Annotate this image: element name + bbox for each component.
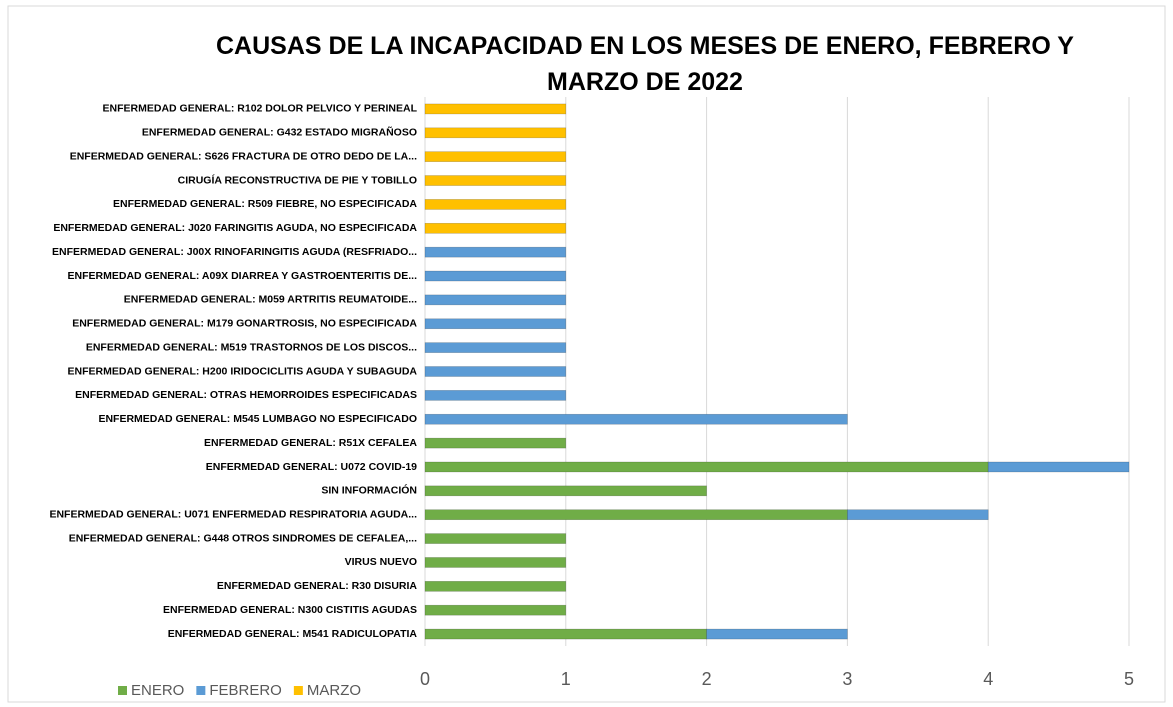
y-tick-label: ENFERMEDAD GENERAL: M541 RADICULOPATIA bbox=[168, 628, 418, 640]
bar-segment bbox=[424, 390, 567, 401]
bar-segment bbox=[424, 533, 567, 544]
y-tick-label: ENFERMEDAD GENERAL: U071 ENFERMEDAD RESP… bbox=[49, 508, 417, 520]
x-tick-label: 3 bbox=[842, 669, 852, 689]
chart-title: CAUSAS DE LA INCAPACIDAD EN LOS MESES DE… bbox=[216, 32, 1074, 96]
bar-segment bbox=[987, 461, 1130, 473]
y-tick-label: ENFERMEDAD GENERAL: OTRAS HEMORROIDES ES… bbox=[75, 389, 417, 401]
y-tick-label: ENFERMEDAD GENERAL: M519 TRASTORNOS DE L… bbox=[86, 341, 417, 353]
y-tick-label: ENFERMEDAD GENERAL: R509 FIEBRE, NO ESPE… bbox=[113, 198, 417, 210]
legend-label: ENERO bbox=[131, 682, 184, 699]
legend-label: FEBRERO bbox=[209, 682, 282, 699]
bar-segment bbox=[424, 270, 567, 282]
bar-segment bbox=[424, 461, 989, 473]
bar-segment bbox=[706, 628, 848, 640]
bar-segment bbox=[424, 151, 567, 162]
x-tick-label: 0 bbox=[420, 669, 430, 689]
y-tick-label: ENFERMEDAD GENERAL: M059 ARTRITIS REUMAT… bbox=[124, 294, 417, 306]
x-tick-label: 5 bbox=[1124, 669, 1134, 689]
bar-segment bbox=[424, 581, 567, 592]
y-tick-label: CIRUGÍA RECONSTRUCTIVA DE PIE Y TOBILLO bbox=[178, 173, 417, 186]
chart-border bbox=[7, 5, 1166, 703]
bar-segment bbox=[424, 366, 567, 377]
y-tick-label: ENFERMEDAD GENERAL: S626 FRACTURA DE OTR… bbox=[70, 150, 417, 162]
y-tick-label: ENFERMEDAD GENERAL: H200 IRIDOCICLITIS A… bbox=[68, 365, 418, 377]
x-tick-label: 1 bbox=[561, 669, 571, 689]
bar-segment bbox=[424, 175, 567, 186]
legend-swatch bbox=[293, 686, 303, 695]
y-tick-label: ENFERMEDAD GENERAL: G432 ESTADO MIGRAÑOS… bbox=[142, 126, 417, 139]
y-tick-label: ENFERMEDAD GENERAL: G448 OTROS SINDROMES… bbox=[69, 532, 417, 544]
bar-segment bbox=[847, 509, 989, 521]
y-tick-label: ENFERMEDAD GENERAL: R30 DISURIA bbox=[217, 580, 418, 592]
legend-label: MARZO bbox=[307, 682, 361, 699]
bar-segment bbox=[424, 628, 707, 640]
bar-segment bbox=[424, 557, 567, 568]
y-tick-label: ENFERMEDAD GENERAL: R51X CEFALEA bbox=[204, 437, 417, 449]
bar-segment bbox=[424, 437, 567, 449]
bar-segment bbox=[424, 103, 567, 115]
bar-segment bbox=[424, 413, 848, 425]
bar-segment bbox=[424, 509, 848, 521]
bar-segment bbox=[424, 318, 567, 330]
y-tick-label: ENFERMEDAD GENERAL: M179 GONARTROSIS, NO… bbox=[72, 318, 417, 330]
y-tick-label: ENFERMEDAD GENERAL: U072 COVID-19 bbox=[206, 461, 417, 473]
y-tick-label: VIRUS NUEVO bbox=[345, 556, 417, 568]
bar-segment bbox=[424, 485, 707, 497]
x-tick-label: 2 bbox=[702, 669, 712, 689]
y-tick-label: ENFERMEDAD GENERAL: J00X RINOFARINGITIS … bbox=[52, 246, 417, 258]
bar-segment bbox=[424, 604, 567, 616]
bar-segment bbox=[424, 127, 567, 139]
y-tick-label: ENFERMEDAD GENERAL: M545 LUMBAGO NO ESPE… bbox=[98, 413, 417, 425]
bar-segment bbox=[424, 342, 567, 353]
legend-swatch bbox=[118, 686, 127, 695]
legend-swatch bbox=[196, 686, 206, 695]
bar-segment bbox=[424, 222, 567, 234]
bar-segment bbox=[424, 199, 567, 210]
y-tick-label: ENFERMEDAD GENERAL: N300 CISTITIS AGUDAS bbox=[163, 604, 417, 616]
y-tick-label: SIN INFORMACIÓN bbox=[321, 484, 417, 497]
y-tick-label: ENFERMEDAD GENERAL: A09X DIARREA Y GASTR… bbox=[68, 270, 418, 282]
bar-segment bbox=[424, 294, 567, 306]
y-tick-label: ENFERMEDAD GENERAL: R102 DOLOR PELVICO Y… bbox=[103, 103, 418, 115]
x-tick-label: 4 bbox=[983, 669, 993, 689]
y-tick-label: ENFERMEDAD GENERAL: J020 FARINGITIS AGUD… bbox=[53, 222, 417, 234]
bar-segment bbox=[424, 246, 567, 258]
